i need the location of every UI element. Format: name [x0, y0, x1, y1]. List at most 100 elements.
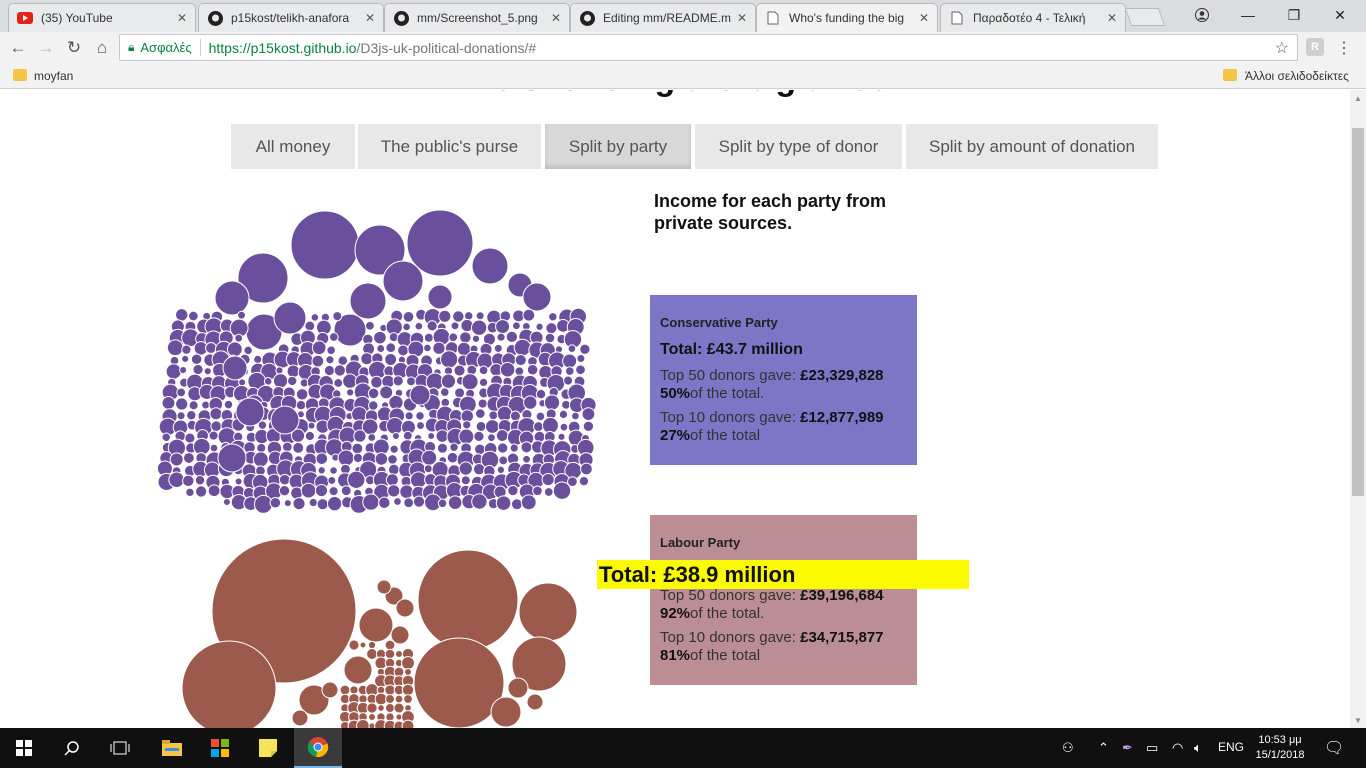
- wifi-icon[interactable]: ◠: [1172, 740, 1184, 755]
- conservative-donor-bubble[interactable]: [460, 475, 471, 486]
- conservative-donor-bubble[interactable]: [323, 364, 336, 377]
- conservative-donor-bubble[interactable]: [253, 494, 273, 514]
- conservative-donor-bubble[interactable]: [393, 497, 402, 506]
- restore-button[interactable]: ❐: [1287, 6, 1301, 23]
- conservative-donor-bubble[interactable]: [385, 416, 404, 435]
- conservative-donor-bubble[interactable]: [272, 373, 289, 389]
- conservative-donor-bubble[interactable]: [404, 411, 414, 421]
- conservative-donor-bubble[interactable]: [209, 407, 223, 421]
- conservative-donor-bubble[interactable]: [421, 449, 438, 466]
- conservative-donor-bubble[interactable]: [328, 332, 339, 342]
- conservative-donor-bubble[interactable]: [509, 410, 521, 422]
- tab-github-telikh[interactable]: p15kost/telikh-anafora ✕: [198, 3, 384, 32]
- tab-github-screenshot[interactable]: mm/Screenshot_5.png ✕: [384, 3, 570, 32]
- conservative-donor-bubble[interactable]: [522, 454, 531, 464]
- conservative-donor-bubble[interactable]: [522, 282, 552, 312]
- conservative-donor-bubble[interactable]: [182, 474, 195, 488]
- conservative-donor-bubble[interactable]: [473, 430, 485, 443]
- labour-donor-bubble[interactable]: [395, 598, 415, 618]
- labour-donor-bubble[interactable]: [356, 719, 370, 728]
- conservative-donor-bubble[interactable]: [514, 353, 527, 367]
- conservative-donor-bubble[interactable]: [563, 375, 574, 386]
- conservative-donor-bubble[interactable]: [535, 411, 546, 422]
- conservative-donor-bubble[interactable]: [461, 373, 479, 391]
- conservative-donor-bubble[interactable]: [186, 410, 197, 421]
- conservative-donor-bubble[interactable]: [471, 247, 509, 285]
- conservative-donor-bubble[interactable]: [210, 420, 223, 432]
- conservative-donor-bubble[interactable]: [409, 384, 431, 406]
- conservative-donor-bubble[interactable]: [222, 355, 248, 381]
- conservative-donor-bubble[interactable]: [576, 354, 586, 364]
- tab-whos-funding[interactable]: Who's funding the big ✕: [756, 3, 938, 32]
- conservative-donor-bubble[interactable]: [437, 498, 448, 509]
- conservative-donor-bubble[interactable]: [287, 375, 298, 387]
- conservative-donor-bubble[interactable]: [300, 482, 317, 499]
- menu-icon[interactable]: ⋮: [1336, 40, 1352, 57]
- labour-donor-bubble[interactable]: [413, 637, 505, 728]
- conservative-donor-bubble[interactable]: [474, 443, 486, 456]
- conservative-donor-bubble[interactable]: [523, 395, 538, 410]
- conservative-donor-bubble[interactable]: [436, 442, 448, 454]
- conservative-donor-bubble[interactable]: [427, 284, 453, 310]
- conservative-donor-bubble[interactable]: [440, 387, 450, 397]
- conservative-donor-bubble[interactable]: [263, 377, 273, 386]
- nav-all-money[interactable]: All money: [231, 124, 355, 169]
- conservative-donor-bubble[interactable]: [520, 441, 533, 454]
- conservative-donor-bubble[interactable]: [317, 466, 326, 475]
- conservative-donor-bubble[interactable]: [471, 493, 488, 510]
- labour-donor-bubble[interactable]: [384, 684, 396, 696]
- conservative-donor-bubble[interactable]: [237, 310, 246, 320]
- conservative-donor-bubble[interactable]: [543, 487, 554, 497]
- conservative-donor-bubble[interactable]: [493, 343, 503, 353]
- labour-donor-bubble[interactable]: [339, 684, 351, 696]
- labour-donor-bubble[interactable]: [394, 694, 404, 704]
- conservative-donor-bubble[interactable]: [544, 332, 556, 344]
- close-icon[interactable]: ✕: [176, 11, 187, 25]
- conservative-donor-bubble[interactable]: [558, 409, 569, 420]
- labour-donor-bubble[interactable]: [343, 655, 373, 685]
- conservative-donor-bubble[interactable]: [352, 452, 364, 464]
- tab-paradoteo[interactable]: Παραδοτέο 4 - Τελική ✕: [940, 3, 1126, 32]
- labour-donor-bubble[interactable]: [384, 702, 396, 714]
- labour-donor-bubble[interactable]: [526, 693, 544, 711]
- conservative-donor-bubble[interactable]: [423, 343, 432, 353]
- conservative-donor-bubble[interactable]: [307, 421, 316, 430]
- address-bar[interactable]: 🔒︎ Ασφαλές https://p15kost.github.io /D3…: [119, 34, 1298, 61]
- conservative-donor-bubble[interactable]: [353, 429, 367, 443]
- conservative-donor-bubble[interactable]: [207, 484, 221, 498]
- battery-icon[interactable]: ▭: [1146, 740, 1159, 755]
- conservative-donor-bubble[interactable]: [488, 410, 499, 421]
- labour-donor-bubble[interactable]: [518, 582, 578, 642]
- close-icon[interactable]: ✕: [1106, 11, 1117, 25]
- conservative-donor-bubble[interactable]: [478, 365, 489, 376]
- conservative-donor-bubble[interactable]: [327, 475, 337, 485]
- conservative-donor-bubble[interactable]: [183, 452, 195, 464]
- conservative-donor-bubble[interactable]: [475, 311, 485, 321]
- conservative-donor-bubble[interactable]: [458, 461, 473, 476]
- conservative-donor-bubble[interactable]: [192, 363, 204, 376]
- conservative-donor-bubble[interactable]: [194, 474, 206, 486]
- conservative-donor-bubble[interactable]: [535, 388, 547, 400]
- conservative-donor-bubble[interactable]: [238, 378, 247, 387]
- conservative-donor-bubble[interactable]: [175, 308, 189, 322]
- conservative-donor-bubble[interactable]: [379, 385, 394, 400]
- conservative-donor-bubble[interactable]: [402, 430, 413, 441]
- conservative-donor-bubble[interactable]: [454, 387, 466, 399]
- conservative-donor-bubble[interactable]: [438, 309, 452, 323]
- conservative-donor-bubble[interactable]: [181, 354, 190, 363]
- conservative-donor-bubble[interactable]: [376, 344, 386, 354]
- conservative-donor-bubble[interactable]: [452, 310, 465, 323]
- labour-donor-bubble[interactable]: [348, 639, 360, 651]
- scroll-down-icon[interactable]: ▼: [1354, 715, 1362, 725]
- conservative-donor-bubble[interactable]: [295, 399, 307, 411]
- conservative-donor-bubble[interactable]: [354, 224, 406, 276]
- close-icon[interactable]: ✕: [550, 11, 561, 25]
- labour-donor-bubble[interactable]: [367, 640, 377, 650]
- conservative-donor-bubble[interactable]: [374, 452, 389, 466]
- conservative-donor-bubble[interactable]: [326, 495, 343, 512]
- conservative-donor-bubble[interactable]: [505, 330, 519, 344]
- labour-donor-bubble[interactable]: [401, 683, 415, 697]
- conservative-donor-bubble[interactable]: [497, 442, 509, 454]
- conservative-donor-bubble[interactable]: [362, 493, 380, 511]
- conservative-donor-bubble[interactable]: [495, 319, 511, 335]
